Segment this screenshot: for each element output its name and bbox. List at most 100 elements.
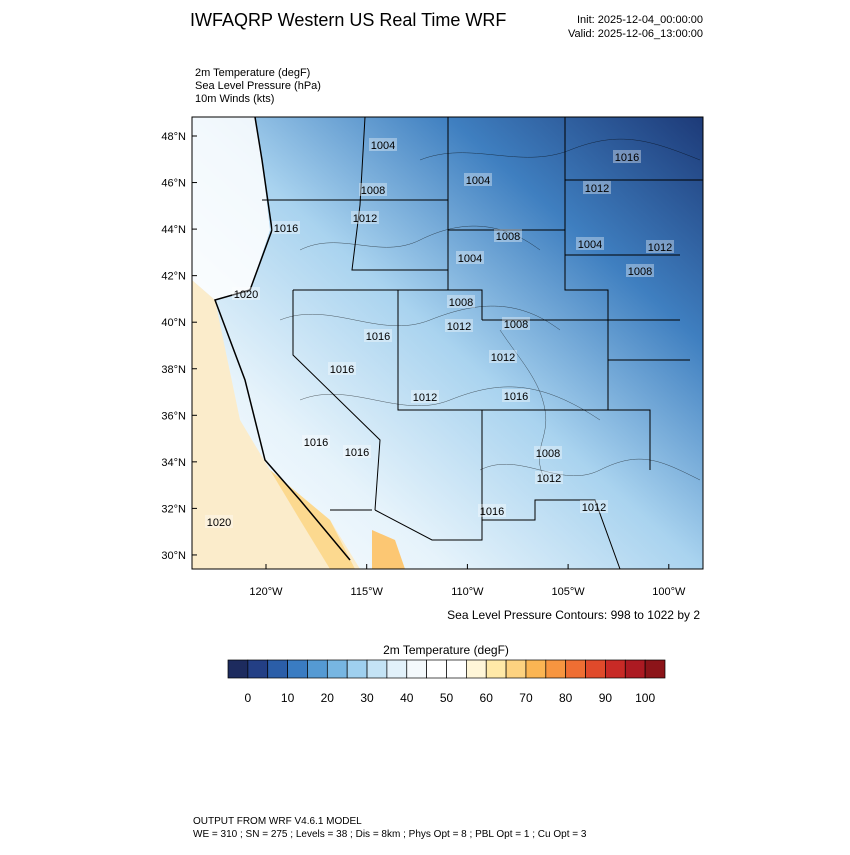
lat-label: 30°N — [161, 550, 186, 562]
contour-label-box — [626, 264, 654, 277]
contour-label-box — [502, 389, 530, 402]
colorbar-tick-label: 60 — [480, 691, 494, 705]
contour-label: 1012 — [491, 352, 515, 364]
colorbar-tick-label: 50 — [440, 691, 454, 705]
colorbar-box — [644, 659, 666, 679]
colorbar-tick-label: 10 — [281, 691, 295, 705]
title: IWFAQRP Western US Real Time WRF — [190, 10, 506, 30]
colorbar-box — [406, 659, 427, 679]
footer: OUTPUT FROM WRF V4.6.1 MODEL — [193, 816, 362, 827]
contour-label-box — [535, 471, 563, 484]
colorbar-tick-label: 30 — [360, 691, 374, 705]
contour-label: 1016 — [615, 152, 639, 164]
valid: Valid: 2025-12-06_13:00:00 — [568, 28, 703, 40]
lat-label: 44°N — [161, 224, 186, 236]
colorbar-tick-label: 90 — [599, 691, 613, 705]
contour-label: 1016 — [366, 331, 390, 343]
contour-label: 1004 — [458, 253, 482, 265]
contour-label-box — [502, 317, 530, 330]
colorbar-box — [386, 659, 408, 679]
contour-label: 1004 — [371, 140, 395, 152]
contour-label: 1012 — [648, 242, 672, 254]
contour-label: 1012 — [537, 473, 561, 485]
contour-label: 1016 — [480, 506, 504, 518]
contour-label: 1016 — [330, 364, 354, 376]
contour-label: 1016 — [274, 223, 298, 235]
contour-label: 1004 — [578, 239, 602, 251]
contour-label: 1012 — [413, 392, 437, 404]
colorbar-tick-label: 70 — [519, 691, 533, 705]
contour-label: 1016 — [304, 437, 328, 449]
contour-label-box — [364, 329, 392, 342]
lat-label: 46°N — [161, 178, 186, 190]
contour-label: 1012 — [582, 502, 606, 514]
field-label: 2m Temperature (degF) — [195, 67, 310, 79]
colorbar-box — [505, 659, 527, 679]
colorbar-box — [326, 659, 348, 679]
colorbar-box — [545, 659, 567, 679]
colorbar-box — [267, 659, 288, 679]
lon-label: 120°W — [249, 586, 283, 598]
contour-note: Sea Level Pressure Contours: 998 to 1022… — [447, 608, 700, 622]
contour-label-box — [494, 229, 522, 242]
contour-label-box — [447, 295, 475, 308]
colorbar-box — [307, 659, 328, 679]
lat-label: 38°N — [161, 364, 186, 376]
contour-label-box — [411, 390, 439, 403]
contour-label-box — [343, 445, 371, 458]
contour-label: 1008 — [361, 185, 385, 197]
contour-label: 1008 — [628, 266, 652, 278]
map-field — [192, 117, 703, 569]
colorbar-box — [247, 659, 269, 679]
lon-label: 115°W — [351, 586, 384, 598]
colorbar-box — [525, 659, 547, 679]
map-frame — [191, 116, 704, 570]
contour-label-box — [646, 240, 674, 253]
contour-label: 1016 — [504, 391, 528, 403]
colorbar-box — [605, 659, 626, 679]
field-label: 10m Winds (kts) — [195, 93, 274, 105]
lat-label: 48°N — [161, 131, 186, 143]
contour-label-box — [580, 500, 608, 513]
colorbar-tick-label: 100 — [635, 691, 655, 705]
contour-label-box — [272, 221, 300, 234]
colorbar-box — [426, 659, 447, 679]
lat-label: 40°N — [161, 317, 186, 329]
contour-label-box — [328, 362, 356, 375]
colorbar-tick-label: 80 — [559, 691, 573, 705]
field-label: Sea Level Pressure (hPa) — [195, 80, 321, 92]
contour-label: 1008 — [504, 319, 528, 331]
colorbar-box — [366, 659, 388, 679]
contour-label: 1012 — [447, 321, 471, 333]
contour-label-box — [534, 446, 562, 459]
lat-label: 34°N — [161, 457, 186, 469]
colorbar-tick-label: 0 — [245, 691, 252, 705]
colorbar-box — [585, 659, 606, 679]
colorbar-box — [624, 659, 646, 679]
contour-label-box — [445, 319, 473, 332]
contour-label-box — [359, 183, 387, 196]
init: Init: 2025-12-04_00:00:00 — [577, 14, 703, 26]
contour-label: 1012 — [585, 183, 609, 195]
contour-label: 1016 — [345, 447, 369, 459]
contour-label-box — [456, 251, 484, 264]
contour-label: 1020 — [207, 517, 231, 529]
colorbar-tick-label: 20 — [321, 691, 335, 705]
lon-label: 110°W — [451, 586, 484, 598]
contour-label-box — [351, 211, 379, 224]
contour-label: 1020 — [234, 289, 258, 301]
contour-label-box — [232, 287, 260, 300]
colorbar-title: 2m Temperature (degF) — [383, 643, 509, 657]
colorbar-box — [346, 659, 368, 679]
contour-label-box — [576, 237, 604, 250]
colorbar-box — [565, 659, 586, 679]
colorbar-box — [287, 659, 308, 679]
contour-label: 1008 — [536, 448, 560, 460]
colorbar-box — [446, 659, 467, 679]
contour-label-box — [478, 504, 506, 517]
contour-label-box — [489, 350, 517, 363]
lat-label: 36°N — [161, 410, 186, 422]
footer: WE = 310 ; SN = 275 ; Levels = 38 ; Dis … — [193, 829, 587, 840]
contour-label-box — [205, 515, 233, 528]
